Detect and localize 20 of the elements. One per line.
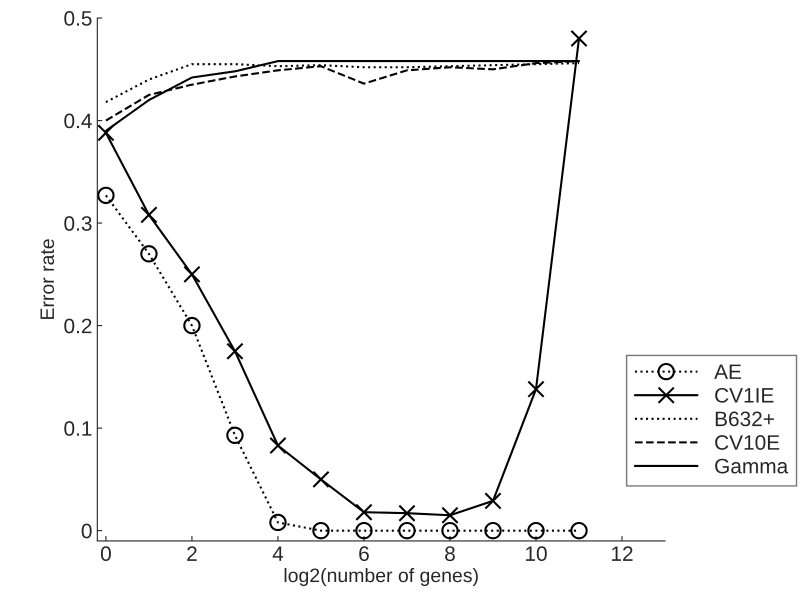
- y-tick-label: 0: [82, 524, 92, 538]
- x-tick-label: 10: [526, 546, 547, 562]
- y-tick-label: 0.5: [64, 11, 92, 26]
- legend-label: CV10E: [715, 435, 780, 450]
- x-tick-label: 8: [445, 546, 455, 562]
- x-tick-label: 2: [187, 546, 197, 561]
- x-tick-label: 12: [612, 546, 633, 561]
- x-tick-label: 4: [272, 546, 284, 561]
- x-axis-title: log2(number of genes): [284, 568, 478, 586]
- legend-label: CV1IE: [715, 388, 774, 403]
- y-tick-label: 0.2: [64, 318, 92, 334]
- y-axis-title: Error rate: [40, 239, 54, 319]
- legend-label: Gamma: [715, 458, 788, 474]
- y-tick-label: 0.4: [64, 114, 92, 128]
- legend-label: B632+: [716, 412, 774, 426]
- y-tick-label: 0.3: [64, 216, 92, 231]
- y-tick-label: 0.1: [64, 421, 92, 436]
- x-tick-label: 0: [100, 546, 111, 562]
- legend-label: AE: [714, 364, 742, 379]
- x-tick-label: 6: [359, 546, 369, 562]
